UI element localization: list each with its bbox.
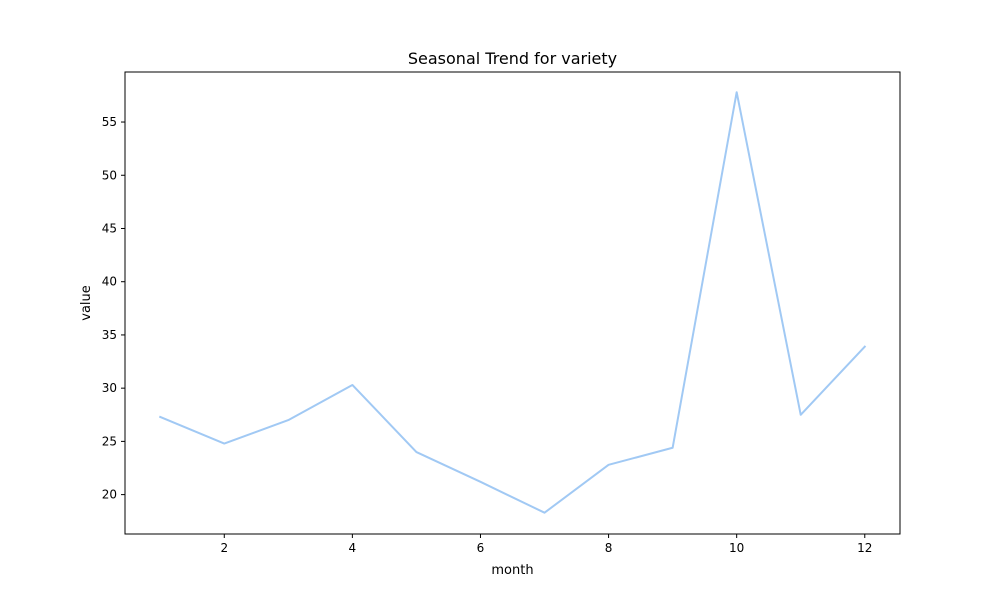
y-axis-label: value	[79, 285, 94, 321]
y-tick-label: 55	[102, 115, 117, 129]
y-tick-label: 35	[102, 328, 117, 342]
series-line	[158, 91, 867, 514]
x-tick-label: 12	[857, 541, 872, 555]
y-tick-label: 50	[102, 168, 117, 182]
chart-title: Seasonal Trend for variety	[408, 49, 617, 68]
y-tick-label: 45	[102, 221, 117, 235]
y-tick-label: 40	[102, 275, 117, 289]
x-tick-label: 2	[220, 541, 228, 555]
plot-area	[158, 91, 867, 514]
x-tick-label: 8	[605, 541, 613, 555]
plot-frame	[124, 71, 901, 535]
x-axis-label: month	[491, 563, 533, 578]
x-tick-label: 4	[349, 541, 357, 555]
x-tick-label: 6	[477, 541, 485, 555]
y-tick-label: 20	[102, 488, 117, 502]
y-tick-label: 30	[102, 381, 117, 395]
y-tick-label: 25	[102, 434, 117, 448]
x-tick-label: 10	[729, 541, 744, 555]
